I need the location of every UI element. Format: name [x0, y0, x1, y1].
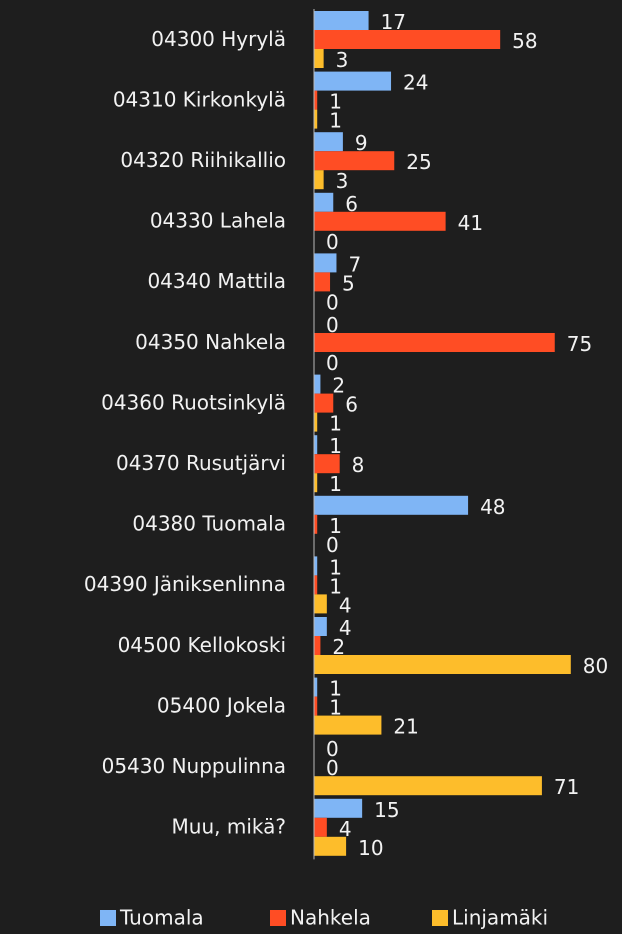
category-label: 04300 Hyrylä [151, 27, 286, 51]
bar [314, 655, 571, 674]
bar [314, 836, 347, 856]
value-label: 3 [336, 169, 349, 193]
bar [314, 473, 318, 493]
value-label: 4 [339, 817, 352, 841]
category-label: 05400 Jokela [157, 693, 286, 717]
value-label: 1 [329, 574, 342, 598]
category-label: 04500 Kellokoski [118, 633, 286, 657]
legend-label: Linjamäki [452, 906, 548, 930]
value-label: 48 [480, 495, 505, 519]
value-label: 4 [339, 616, 352, 640]
bar [314, 412, 318, 432]
bar [314, 715, 382, 735]
category-label: 04380 Tuomala [132, 512, 286, 536]
category-label: 04320 Riihikallio [120, 148, 286, 172]
value-label: 6 [345, 393, 358, 417]
value-label: 10 [358, 836, 383, 860]
value-label: 2 [332, 635, 345, 659]
bar [314, 556, 318, 576]
value-label: 75 [567, 332, 592, 356]
category-label: 04360 Ruotsinkylä [101, 390, 286, 414]
value-label: 1 [329, 472, 342, 496]
value-label: 9 [355, 131, 368, 155]
category-label: Muu, mikä? [172, 815, 286, 839]
bar [314, 514, 318, 534]
bar [314, 393, 334, 413]
bar [314, 374, 321, 394]
category-label: 04330 Lahela [150, 209, 286, 233]
value-label: 0 [326, 313, 339, 337]
value-label: 5 [342, 271, 355, 295]
value-label: 71 [554, 775, 579, 799]
bar [314, 617, 327, 636]
value-label: 8 [352, 453, 365, 477]
bar [314, 71, 392, 91]
value-label: 0 [326, 290, 339, 314]
legend-swatch [100, 910, 116, 926]
category-label: 05430 Nuppulinna [102, 754, 286, 778]
bar [314, 170, 324, 190]
bar [314, 253, 337, 273]
bar [314, 636, 321, 655]
category-label: 04390 Jäniksenlinna [84, 572, 286, 596]
value-label: 15 [374, 798, 399, 822]
bar [314, 109, 318, 129]
value-label: 1 [329, 412, 342, 436]
value-label: 4 [339, 593, 352, 617]
value-label: 0 [326, 737, 339, 761]
bar [314, 435, 318, 455]
category-label: 04340 Mattila [147, 269, 286, 293]
value-label: 1 [329, 677, 342, 701]
value-label: 41 [458, 211, 483, 235]
value-label: 24 [403, 71, 428, 95]
value-label: 1 [329, 514, 342, 538]
bar [314, 594, 327, 614]
value-label: 25 [406, 150, 431, 174]
bar [314, 272, 331, 292]
value-label: 0 [326, 230, 339, 254]
value-label: 6 [345, 192, 358, 216]
value-label: 0 [326, 533, 339, 557]
bar [314, 776, 542, 796]
bar [314, 132, 343, 152]
value-label: 7 [348, 252, 361, 276]
bar [314, 49, 324, 68]
category-label: 04350 Nahkela [135, 330, 286, 354]
legend-swatch [270, 910, 286, 926]
bar [314, 151, 395, 171]
value-label: 58 [512, 29, 537, 53]
bar [314, 90, 318, 110]
bar [314, 333, 555, 352]
bar [314, 696, 318, 716]
bar [314, 211, 446, 231]
bar [314, 192, 334, 212]
category-label: 04370 Rusutjärvi [116, 451, 286, 475]
bar [314, 677, 318, 697]
value-label: 21 [393, 715, 418, 739]
bar [314, 798, 363, 818]
value-label: 1 [329, 90, 342, 114]
value-label: 3 [336, 48, 349, 72]
bar [314, 454, 340, 474]
value-label: 1 [329, 434, 342, 458]
bar [314, 495, 469, 515]
value-label: 0 [326, 756, 339, 780]
legend-label: Nahkela [290, 906, 371, 930]
category-label: 04310 Kirkonkylä [113, 87, 286, 111]
value-label: 2 [332, 374, 345, 398]
bar [314, 575, 318, 595]
value-label: 0 [326, 351, 339, 375]
value-label: 1 [329, 555, 342, 579]
bar [314, 30, 501, 49]
value-label: 1 [329, 109, 342, 133]
legend-swatch [432, 910, 448, 926]
value-label: 1 [329, 696, 342, 720]
value-label: 80 [583, 654, 608, 678]
bar [314, 11, 369, 30]
bar [314, 817, 327, 837]
legend-label: Tuomala [119, 906, 204, 930]
